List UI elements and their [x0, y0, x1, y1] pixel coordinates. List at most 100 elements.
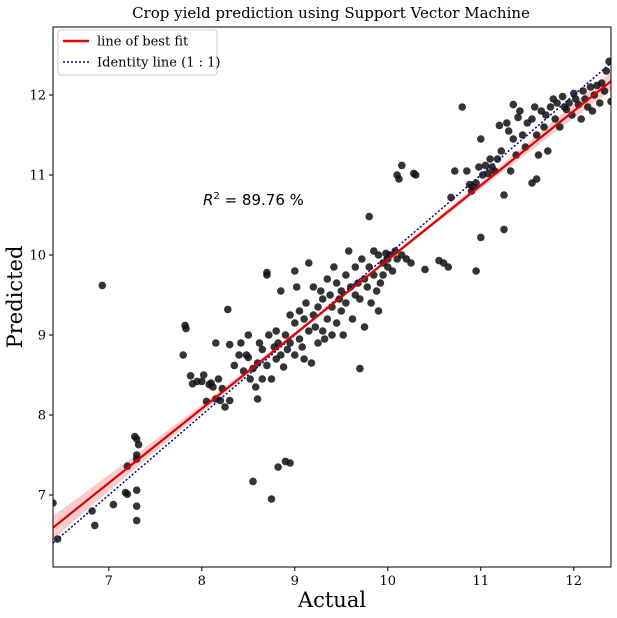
data-point — [421, 265, 429, 274]
data-point — [230, 361, 239, 370]
data-point — [314, 339, 322, 347]
data-point — [186, 372, 195, 380]
data-point — [251, 383, 260, 391]
y-tick-label: 8 — [38, 409, 46, 424]
data-point — [398, 161, 406, 170]
data-point — [407, 259, 415, 267]
data-point — [365, 212, 374, 221]
data-point — [411, 171, 420, 179]
data-point — [365, 263, 374, 271]
data-point — [263, 268, 271, 277]
data-point — [577, 115, 585, 123]
data-point — [475, 163, 483, 171]
data-point — [472, 267, 480, 275]
data-point — [295, 307, 304, 315]
data-point — [277, 287, 285, 295]
data-point — [199, 371, 208, 379]
data-point — [481, 161, 490, 170]
data-point — [326, 291, 334, 299]
x-tick-label: 7 — [105, 574, 113, 589]
data-point — [91, 521, 99, 530]
data-point — [225, 396, 234, 405]
data-point — [292, 283, 301, 291]
data-point — [98, 281, 107, 290]
data-point — [356, 364, 364, 373]
data-point — [358, 255, 366, 263]
data-point — [311, 323, 320, 331]
x-tick-label: 8 — [198, 574, 206, 589]
data-point — [337, 287, 346, 295]
legend-label-fit: line of best fit — [97, 35, 189, 50]
data-point — [374, 307, 383, 315]
data-point — [330, 263, 338, 271]
data-point — [212, 339, 220, 347]
data-point — [602, 67, 611, 75]
data-point — [339, 331, 348, 339]
data-point — [123, 462, 132, 471]
data-point — [337, 307, 346, 315]
data-point — [235, 351, 243, 359]
data-point — [281, 331, 290, 339]
data-point — [565, 99, 573, 107]
data-point — [246, 375, 254, 383]
y-tick-label: 7 — [38, 489, 46, 504]
data-point — [497, 147, 506, 155]
data-point — [286, 311, 294, 319]
data-point — [307, 359, 316, 367]
data-point — [237, 339, 245, 347]
data-point — [451, 167, 459, 175]
x-tick-label: 10 — [380, 574, 397, 589]
legend: line of best fit Identity line (1 : 1) — [57, 29, 220, 76]
data-point — [305, 327, 313, 335]
data-point — [291, 319, 299, 327]
data-point — [272, 327, 281, 335]
data-point — [109, 500, 118, 509]
data-point — [551, 115, 559, 123]
data-point — [342, 271, 350, 279]
data-point — [506, 167, 515, 175]
data-point — [588, 107, 597, 115]
y-tick-label: 9 — [38, 329, 46, 344]
data-point — [558, 92, 567, 101]
data-point — [379, 271, 387, 279]
data-point — [532, 175, 541, 183]
data-point — [388, 267, 397, 275]
data-point — [484, 169, 493, 178]
data-point — [279, 363, 288, 371]
data-point — [253, 395, 262, 403]
data-point — [376, 279, 385, 287]
data-point — [518, 131, 527, 139]
data-point — [374, 251, 383, 259]
data-point — [528, 115, 536, 123]
data-point — [444, 263, 453, 271]
x-axis-label: Actual — [297, 588, 366, 612]
data-point — [283, 345, 292, 354]
data-point — [300, 355, 308, 363]
data-point — [328, 331, 336, 339]
data-point — [342, 299, 350, 307]
x-tick-label: 12 — [566, 574, 583, 589]
data-point — [597, 79, 606, 87]
data-point — [132, 486, 141, 495]
data-point — [447, 193, 455, 202]
data-point — [477, 135, 485, 143]
data-point — [540, 123, 548, 131]
data-point — [360, 323, 369, 331]
data-point — [544, 147, 552, 155]
identity-line — [53, 62, 611, 544]
data-point — [274, 463, 282, 471]
chart-title: Crop yield prediction using Support Vect… — [132, 4, 530, 22]
data-point — [332, 319, 341, 327]
data-point — [134, 440, 143, 449]
data-point — [286, 459, 294, 467]
data-point — [309, 283, 318, 291]
data-point — [348, 315, 357, 323]
data-point — [88, 507, 96, 515]
data-point — [225, 340, 234, 349]
data-point — [562, 105, 571, 114]
data-point — [500, 191, 508, 199]
data-point — [300, 315, 308, 323]
data-point — [317, 287, 325, 295]
data-point — [179, 351, 187, 359]
